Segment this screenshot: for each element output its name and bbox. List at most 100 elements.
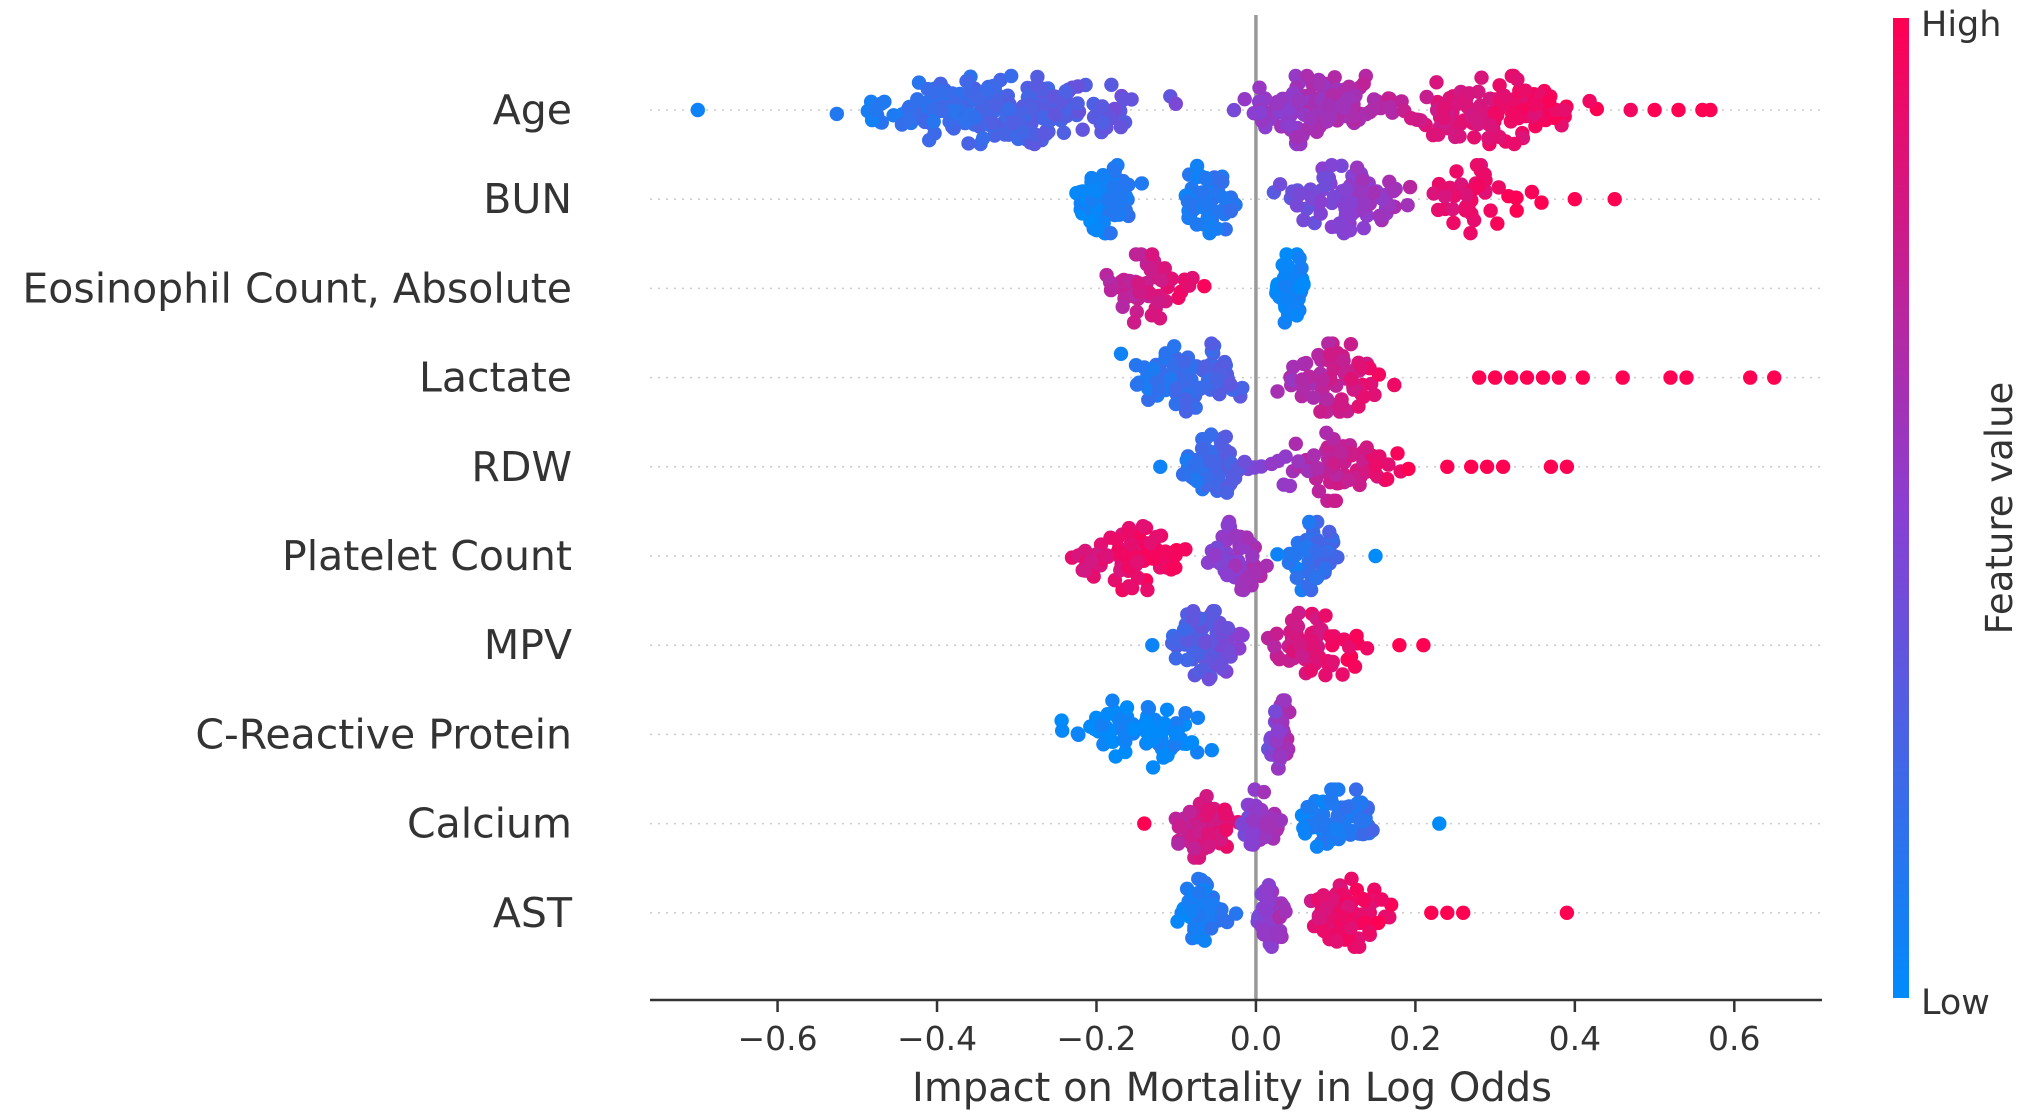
- feature-label: Calcium: [407, 800, 572, 848]
- feature-label: MPV: [484, 621, 572, 669]
- shap-point: [1268, 704, 1283, 719]
- shap-point: [1374, 892, 1389, 907]
- shap-point: [1047, 107, 1062, 122]
- shap-point: [1094, 717, 1110, 733]
- shap-point: [1199, 197, 1215, 212]
- shap-point: [920, 81, 935, 97]
- shap-point: [1288, 436, 1304, 451]
- shap-point: [1168, 96, 1184, 112]
- colorbar-high-label: High: [1921, 5, 2001, 45]
- shap-point: [1228, 558, 1243, 574]
- x-tick-label: 0.2: [1389, 1019, 1441, 1058]
- shap-point: [1419, 89, 1434, 105]
- shap-point: [1390, 446, 1405, 461]
- shap-point: [1353, 359, 1369, 375]
- shap-point: [1144, 247, 1160, 262]
- shap-point: [1277, 693, 1292, 708]
- shap-point: [926, 114, 941, 129]
- shap-point: [1192, 380, 1207, 396]
- shap-point: [1151, 295, 1166, 310]
- shap-point: [1343, 207, 1358, 222]
- shap-point: [1767, 370, 1782, 385]
- shap-point: [1382, 99, 1397, 115]
- shap-point: [1103, 226, 1118, 241]
- shap-point: [1201, 839, 1216, 854]
- shap-point: [1319, 425, 1334, 440]
- feature-label: Age: [493, 86, 572, 134]
- shap-point: [1273, 749, 1288, 764]
- shap-point: [1178, 404, 1194, 419]
- shap-point: [984, 115, 1000, 130]
- shap-point: [934, 103, 950, 119]
- shap-point: [1524, 184, 1540, 200]
- shap-point: [1334, 445, 1349, 460]
- shap-point: [1281, 102, 1297, 117]
- shap-point: [1615, 370, 1630, 385]
- shap-point: [1270, 547, 1285, 562]
- shap-point: [1431, 202, 1446, 218]
- shap-point: [1197, 279, 1212, 294]
- shap-point: [1365, 823, 1380, 838]
- shap-point: [1141, 392, 1156, 407]
- shap-point: [1234, 816, 1250, 832]
- shap-point: [1123, 537, 1139, 552]
- x-tick-label: 0.4: [1549, 1019, 1601, 1058]
- shap-point: [1335, 667, 1350, 682]
- shap-point: [1201, 802, 1217, 818]
- shap-point: [1129, 377, 1145, 392]
- shap-point: [1201, 672, 1217, 687]
- shap-point: [1429, 75, 1444, 90]
- shap-point: [1458, 199, 1474, 214]
- shap-point: [1342, 223, 1358, 238]
- shap-point: [1071, 727, 1086, 742]
- shap-point: [1153, 459, 1168, 474]
- shap-point: [1226, 102, 1242, 118]
- shap-point: [1126, 315, 1142, 330]
- shap-point: [1209, 373, 1224, 388]
- shap-point: [1004, 115, 1020, 131]
- shap-point: [1342, 640, 1357, 655]
- shap-point: [1189, 217, 1205, 232]
- shap-point: [1311, 484, 1327, 499]
- shap-point: [1158, 544, 1173, 559]
- shap-point: [1135, 519, 1151, 534]
- shap-point: [1343, 196, 1359, 211]
- shap-point: [1143, 536, 1158, 551]
- shap-point: [1070, 79, 1086, 94]
- shap-point: [1336, 100, 1352, 116]
- shap-point: [1509, 203, 1524, 218]
- shap-point: [1144, 308, 1160, 323]
- shap-point: [1263, 819, 1278, 835]
- shap-point: [1367, 387, 1382, 403]
- shap-point: [1134, 176, 1150, 191]
- shap-point: [1004, 68, 1019, 84]
- shap-point: [1323, 629, 1338, 644]
- shap-point: [959, 74, 974, 89]
- shap-point: [1505, 106, 1520, 122]
- colorbar-gradient: [1893, 18, 1909, 998]
- shap-point: [1219, 485, 1235, 500]
- shap-point: [1387, 377, 1402, 393]
- shap-point: [1477, 167, 1492, 182]
- shap-point: [902, 111, 917, 126]
- shap-point: [690, 102, 705, 118]
- shap-point: [1325, 654, 1341, 670]
- shap-point: [1119, 700, 1135, 715]
- x-tick-label: −0.2: [1056, 1019, 1136, 1058]
- shap-point: [1172, 818, 1188, 834]
- shap-point: [1304, 633, 1319, 648]
- shap-point: [1280, 258, 1296, 274]
- shap-point: [945, 103, 960, 119]
- shap-point: [1567, 192, 1583, 207]
- shap-point: [1186, 458, 1202, 473]
- shap-point: [1151, 382, 1166, 398]
- shap-point: [1296, 820, 1311, 836]
- shap-point: [1107, 164, 1122, 179]
- feature-label: Platelet Count: [282, 532, 572, 580]
- shap-point: [1140, 700, 1156, 715]
- shap-point: [1140, 582, 1155, 598]
- shap-point: [1269, 626, 1284, 641]
- shap-point: [1087, 183, 1102, 198]
- x-tick-label: 0.6: [1708, 1019, 1760, 1058]
